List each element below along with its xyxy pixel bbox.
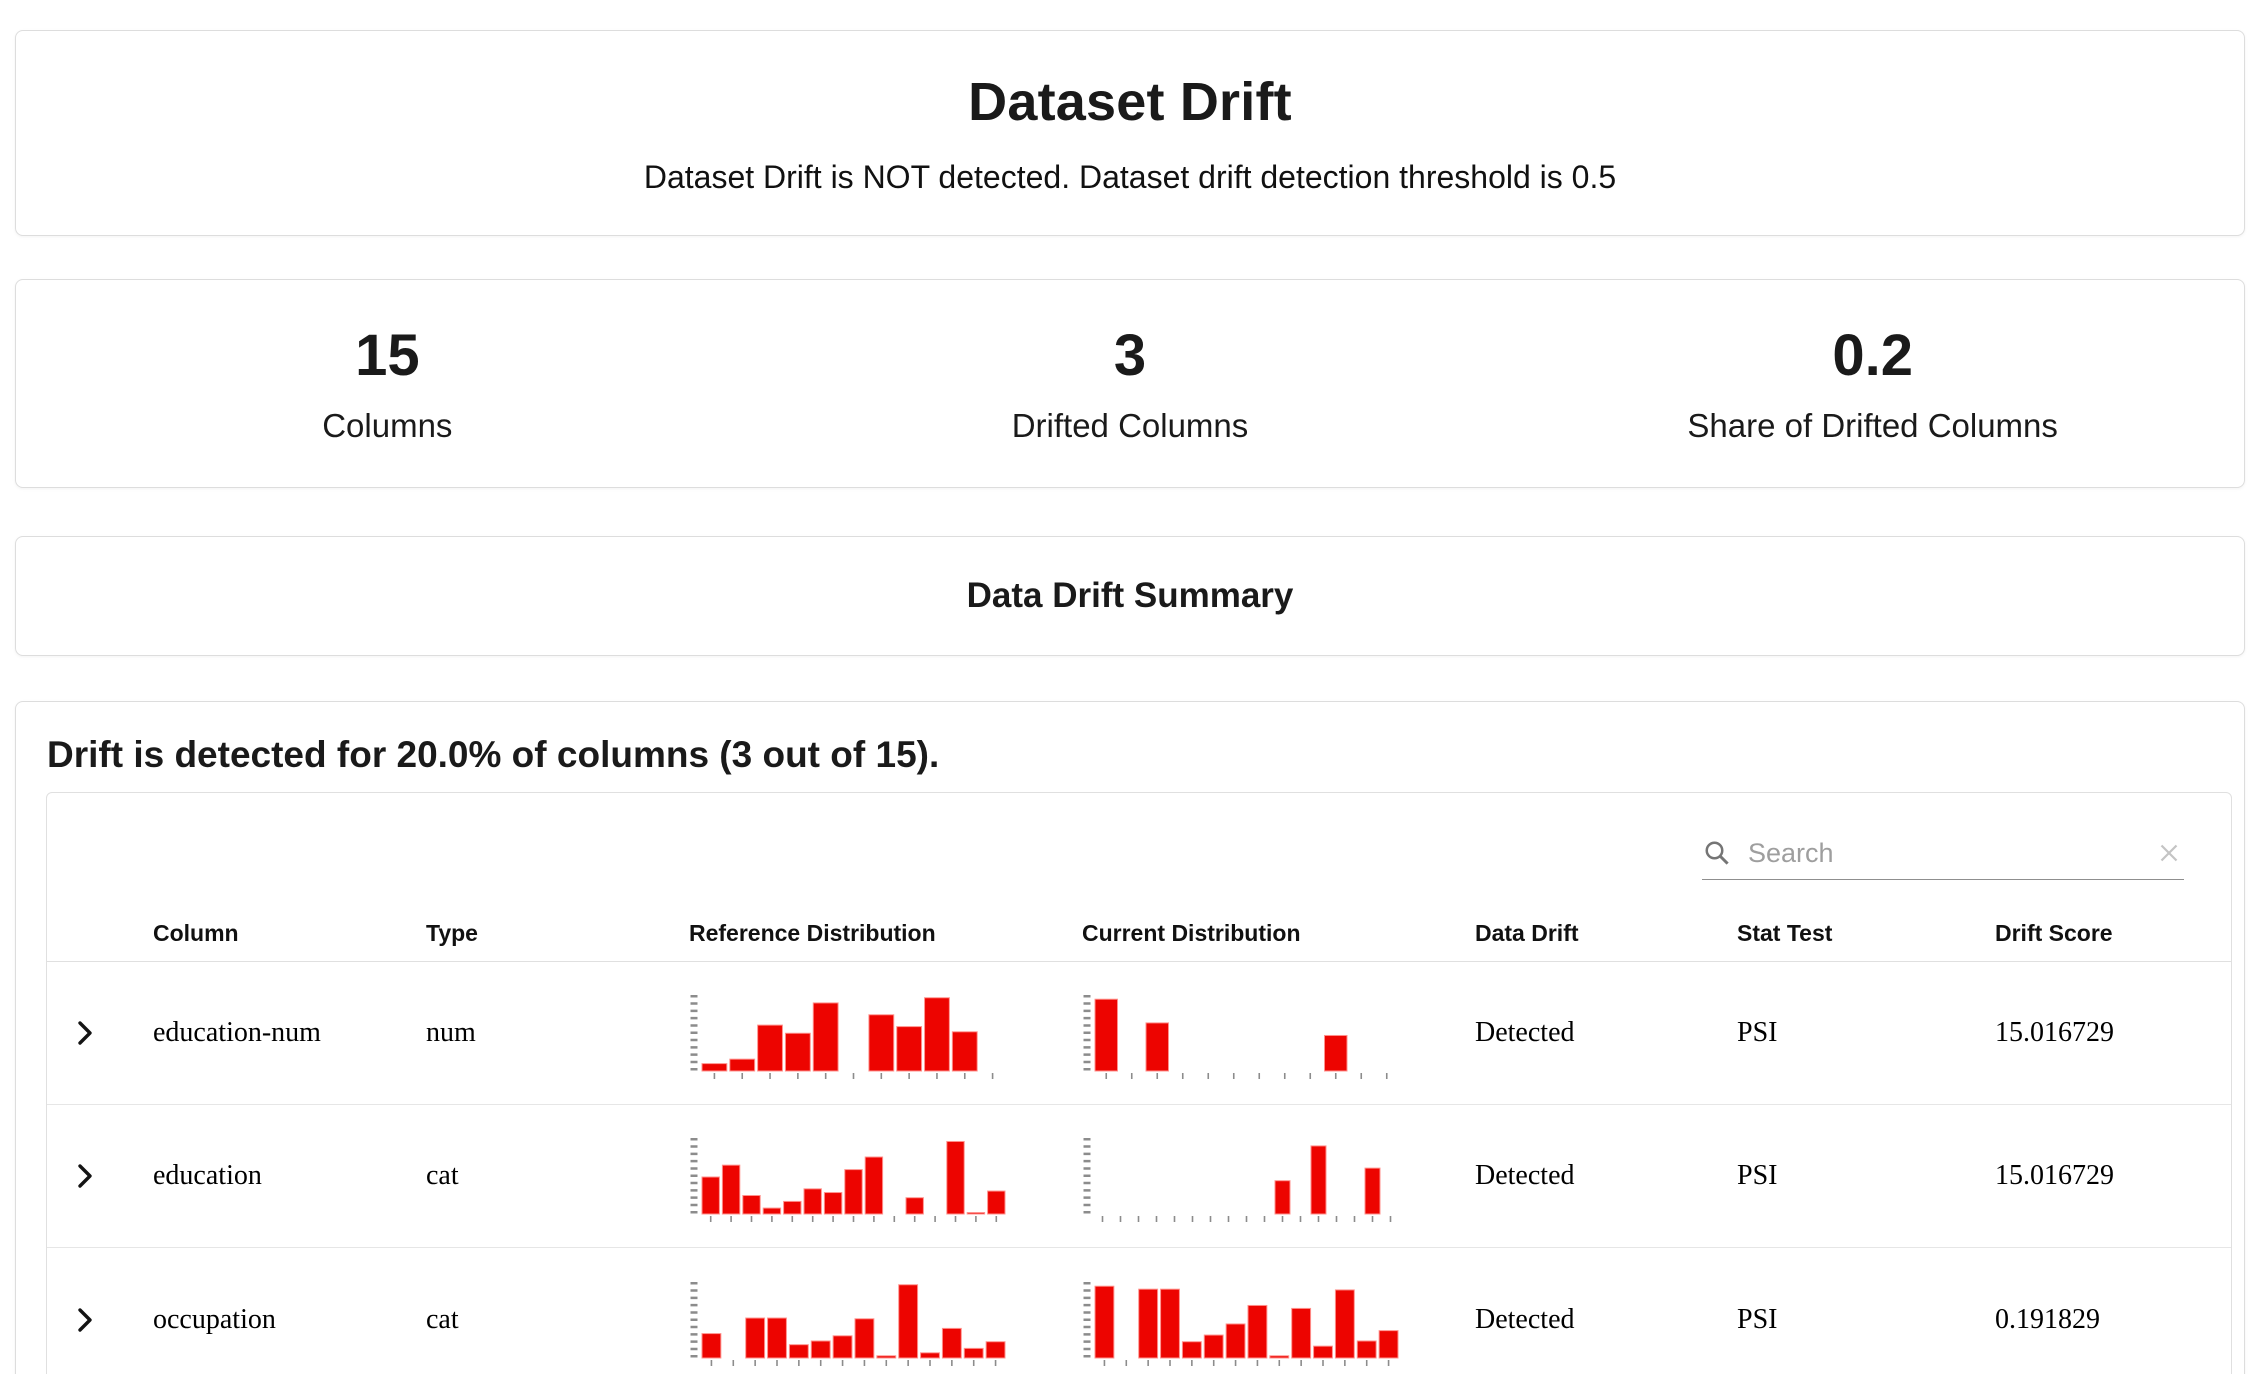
current-distribution-chart	[1082, 1128, 1475, 1224]
metric-share-drifted: 0.2 Share of Drifted Columns	[1501, 322, 2244, 445]
cell-data-drift: Detected	[1475, 1017, 1575, 1048]
metric-label: Share of Drifted Columns	[1687, 407, 2058, 444]
header-current-distribution: Current Distribution	[1082, 919, 1301, 946]
chevron-right-icon	[78, 1307, 92, 1332]
table-row: education cat Detected PSI 15.016729	[47, 1105, 2231, 1248]
clear-search-icon[interactable]	[2154, 838, 2184, 868]
metric-value: 0.2	[1832, 323, 1913, 388]
reference-distribution-chart	[689, 1272, 1082, 1368]
reference-distribution-chart	[689, 1128, 1082, 1224]
cell-drift-score: 15.016729	[1995, 1017, 2114, 1048]
metric-label: Columns	[322, 407, 453, 444]
cell-type: cat	[426, 1160, 459, 1191]
summary-title: Data Drift Summary	[966, 576, 1294, 615]
search-input[interactable]	[1748, 837, 2154, 869]
cell-column: occupation	[153, 1303, 276, 1335]
current-distribution-chart	[1082, 1272, 1475, 1368]
search-icon	[1705, 841, 1729, 865]
header-column: Column	[153, 919, 239, 946]
header-stat-test: Stat Test	[1737, 919, 1833, 946]
drift-table-card: Drift is detected for 20.0% of columns (…	[15, 701, 2245, 1374]
header-data-drift: Data Drift	[1475, 919, 1579, 946]
table-row: education-num num Detected PSI 15.016729	[47, 962, 2231, 1105]
chevron-right-icon	[78, 1164, 92, 1188]
cell-stat-test: PSI	[1737, 1017, 1778, 1048]
metric-label: Drifted Columns	[1011, 407, 1249, 444]
metric-drifted-columns: 3 Drifted Columns	[759, 322, 1502, 445]
drift-table-panel: Column Type Reference Distribution Curre…	[46, 792, 2232, 1374]
cell-stat-test: PSI	[1737, 1160, 1778, 1191]
metric-columns: 15 Columns	[16, 322, 759, 445]
cell-drift-score: 15.016729	[1995, 1160, 2114, 1191]
dataset-drift-card: Dataset Drift Dataset Drift is NOT detec…	[15, 30, 2245, 236]
data-drift-summary-card: Data Drift Summary	[15, 536, 2245, 656]
reference-distribution-chart	[689, 985, 1082, 1081]
table-row: occupation cat Detected PSI 0.191829	[47, 1248, 2231, 1374]
page-title: Dataset Drift	[968, 71, 1292, 132]
cell-type: cat	[426, 1303, 459, 1335]
cell-column: education	[153, 1160, 262, 1191]
header-drift-score: Drift Score	[1995, 919, 2113, 946]
current-distribution-chart	[1082, 985, 1475, 1081]
chevron-right-icon	[78, 1021, 92, 1045]
drift-caption: Drift is detected for 20.0% of columns (…	[47, 734, 940, 775]
metric-value: 3	[1113, 323, 1147, 388]
cell-stat-test: PSI	[1737, 1303, 1778, 1335]
page-subtitle: Dataset Drift is NOT detected. Dataset d…	[643, 158, 1617, 195]
cell-data-drift: Detected	[1475, 1160, 1575, 1191]
expand-row-button[interactable]	[47, 1159, 153, 1193]
header-reference-distribution: Reference Distribution	[689, 919, 936, 946]
table-header-row: Column Type Reference Distribution Curre…	[47, 905, 2231, 962]
cell-data-drift: Detected	[1475, 1303, 1575, 1335]
expand-row-button[interactable]	[47, 1303, 153, 1337]
search-box[interactable]	[1702, 833, 2184, 880]
cell-drift-score: 0.191829	[1995, 1303, 2100, 1335]
header-type: Type	[426, 919, 478, 946]
metrics-card: 15 Columns 3 Drifted Columns 0.2 Share o…	[15, 279, 2245, 488]
cell-column: education-num	[153, 1017, 321, 1048]
cell-type: num	[426, 1017, 476, 1048]
expand-row-button[interactable]	[47, 1016, 153, 1050]
metric-value: 15	[355, 323, 420, 388]
